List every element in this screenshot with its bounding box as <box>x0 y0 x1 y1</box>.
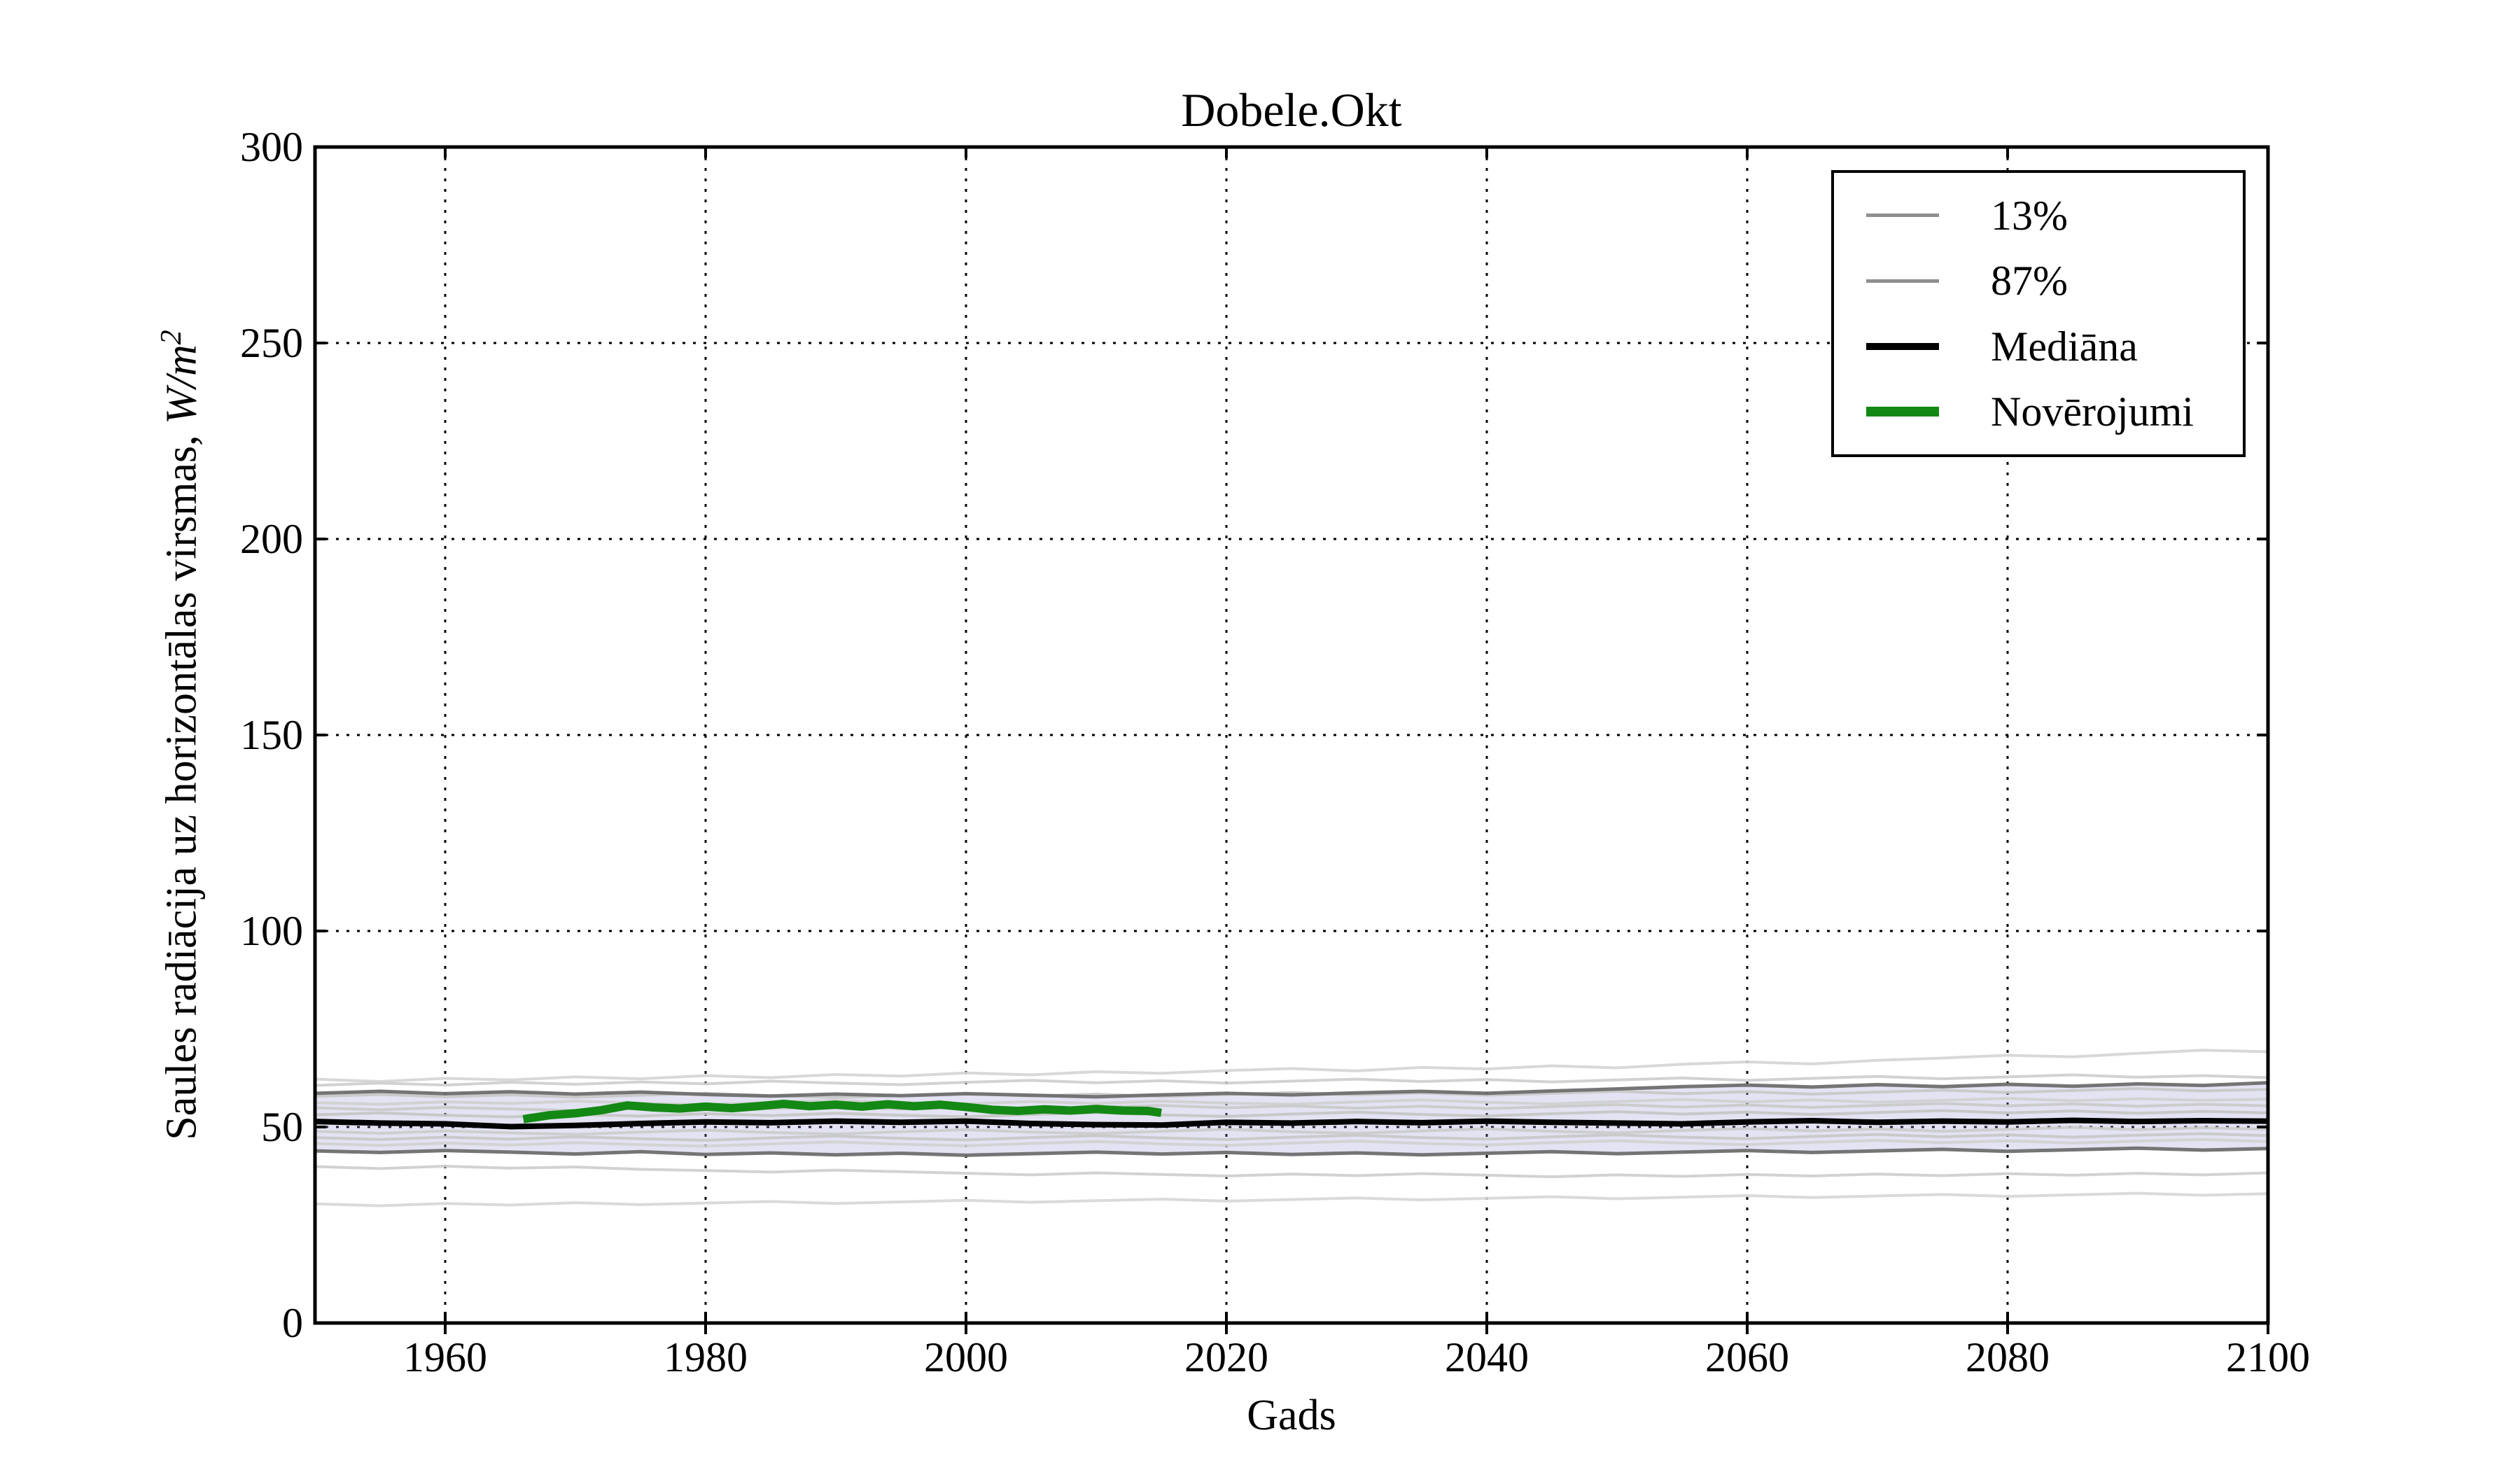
x-tick-label-2060: 2060 <box>1705 1334 1789 1380</box>
series-ensemble-member <box>314 1132 2269 1142</box>
series-ensemble-member <box>314 1049 2269 1084</box>
legend-line-sample <box>1866 342 1939 350</box>
legend-item-nov-rojumi: Novērojumi <box>1866 388 2243 435</box>
series-observations <box>522 1099 1162 1124</box>
series-ensemble-member <box>314 1087 2269 1099</box>
y-tick-label-100: 100 <box>240 908 303 954</box>
legend: 13% 87% Mediāna Novērojumi <box>1831 170 2246 457</box>
series-percentile-upper <box>314 1081 2269 1099</box>
chart-title: Dobele.Okt <box>1181 83 1402 136</box>
series-percentile-lower <box>314 1146 2269 1157</box>
y-tick-label-50: 50 <box>261 1104 303 1150</box>
series-ensemble-member <box>314 1109 2269 1119</box>
y-tick-label-200: 200 <box>240 516 303 562</box>
legend-label: 87% <box>1991 258 2068 304</box>
legend-label: Novērojumi <box>1991 388 2194 435</box>
y-tick-label-250: 250 <box>240 320 303 366</box>
x-tick-label-2080: 2080 <box>1966 1334 2050 1380</box>
legend-line-sample <box>1866 279 1939 283</box>
series-ensemble-member <box>314 1191 2269 1208</box>
legend-item-87-: 87% <box>1866 258 2243 304</box>
y-tick-label-300: 300 <box>240 124 303 170</box>
y-tick-label-150: 150 <box>240 712 303 758</box>
x-axis-label: Gads <box>1247 1392 1336 1439</box>
x-tick-label-1960: 1960 <box>403 1334 487 1380</box>
x-tick-label-2020: 2020 <box>1184 1334 1268 1380</box>
series-ensemble-member <box>314 1165 2269 1179</box>
y-tick-label-0: 0 <box>282 1300 303 1346</box>
legend-item-medi-na: Mediāna <box>1866 323 2243 370</box>
legend-line-sample <box>1866 407 1939 417</box>
x-tick-label-2000: 2000 <box>924 1334 1008 1380</box>
x-tick-label-2040: 2040 <box>1445 1334 1529 1380</box>
series-ensemble-member <box>314 1126 2269 1136</box>
legend-line-sample <box>1866 214 1939 218</box>
legend-item-13-: 13% <box>1866 192 2243 239</box>
series-ensemble-member <box>314 1138 2269 1148</box>
x-tick-label-2100: 2100 <box>2226 1334 2310 1380</box>
x-tick-label-1980: 1980 <box>664 1334 748 1380</box>
legend-label: Mediāna <box>1991 323 2138 370</box>
legend-label: 13% <box>1991 192 2068 239</box>
series-ensemble-member <box>314 1073 2269 1087</box>
series-median <box>314 1117 2269 1130</box>
